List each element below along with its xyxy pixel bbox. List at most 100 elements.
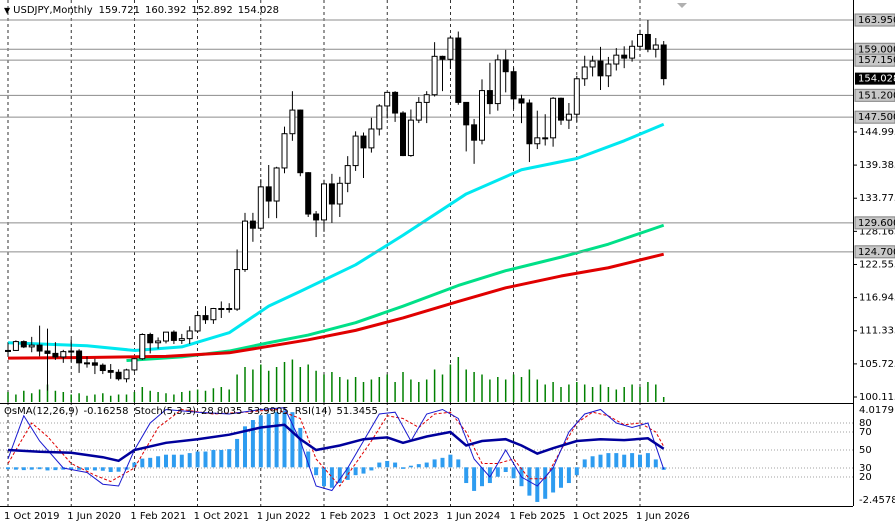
candle-body (447, 37, 454, 60)
candle-body (305, 172, 312, 215)
osma-bar (100, 467, 105, 471)
candle-body (281, 133, 288, 169)
volume-bar (315, 370, 317, 402)
candle-body (107, 370, 114, 373)
candle-body (352, 135, 359, 167)
osma-bar (408, 465, 413, 468)
candle-body (36, 344, 43, 352)
moving-average (7, 252, 665, 360)
candle-body (368, 128, 375, 149)
indicator-level-label: 70 (859, 427, 872, 438)
candle-body (605, 63, 612, 77)
x-tick-label: 1 Oct 2021 (194, 511, 249, 522)
candle-body (423, 94, 430, 103)
x-tick-label: 1 Jun 2026 (636, 511, 690, 522)
volume-bar (86, 395, 88, 402)
volume-bar (378, 377, 381, 402)
candle-body (542, 137, 549, 140)
y-tick-label: 105.725 (859, 359, 895, 370)
volume-bar (552, 382, 554, 402)
osma-bar (480, 467, 484, 487)
volume-bar (599, 384, 602, 402)
candle-body (581, 66, 588, 80)
candle-body (218, 308, 225, 311)
osma-bar (187, 453, 192, 468)
volume-bar (62, 392, 65, 402)
candle-body (249, 220, 256, 229)
osma-bar (582, 459, 587, 468)
candle-body (99, 364, 106, 372)
level-label: 157.150 (858, 55, 895, 66)
candle-body (384, 91, 391, 107)
y-tick-label: 122.555 (859, 259, 895, 270)
candle-body (471, 124, 478, 141)
candle-body (431, 55, 438, 96)
volume-bar (662, 397, 665, 402)
osma-bar (266, 413, 271, 468)
osma-bar (21, 467, 26, 471)
candle-body (234, 269, 241, 310)
volume-bar (394, 382, 396, 402)
osma-bar (456, 459, 461, 468)
volume-bar (299, 367, 302, 402)
volume-bar (30, 393, 33, 402)
volume-bar (38, 389, 41, 402)
volume-bar (410, 379, 412, 402)
candle-body (297, 109, 304, 174)
osma-bar (614, 453, 619, 468)
osma-bar (551, 467, 556, 493)
candle-body (289, 109, 296, 135)
osma-bar (77, 467, 82, 470)
osma-bar (416, 464, 421, 468)
shift-marker (677, 3, 687, 8)
volume-bar (165, 393, 167, 402)
volume-bar (402, 372, 404, 402)
volume-bar (489, 379, 491, 402)
candle-body (589, 60, 596, 68)
volume-bar (275, 367, 278, 402)
volume-bar (307, 364, 309, 402)
osma-bar (337, 467, 342, 484)
candle-body (163, 331, 169, 342)
osma-bar (6, 467, 10, 470)
volume-bar (623, 387, 625, 402)
osma-bar (345, 467, 350, 480)
candle-body (147, 333, 154, 344)
osma-value: -0.16258 (84, 406, 129, 417)
volume-bar (23, 390, 25, 402)
candle-body (344, 165, 351, 184)
candle-body (565, 113, 572, 121)
volume-bar (346, 379, 349, 402)
osma-bar (448, 454, 453, 468)
osma-bar (45, 467, 50, 471)
candle-body (115, 371, 122, 380)
osma-bar (227, 449, 232, 468)
candle-body (76, 350, 83, 364)
candle-body (5, 349, 11, 352)
osma-bar (622, 454, 627, 468)
volume-bar (615, 389, 618, 402)
candle-body (273, 167, 280, 202)
candle-body (597, 60, 604, 77)
osma-bar (243, 426, 247, 468)
candle-body (139, 333, 146, 360)
volume-bar (425, 379, 428, 402)
candle-body (660, 44, 667, 80)
osma-bar (179, 454, 184, 468)
osma-bar (401, 467, 405, 469)
osma-bar (361, 467, 366, 474)
level-label: 129.600 (858, 218, 895, 229)
volume-bar (647, 382, 649, 402)
x-tick-label: 1 Oct 2025 (573, 511, 628, 522)
candle-body (210, 308, 217, 321)
volume-bar (196, 389, 199, 402)
indicator-level-label: 80 (859, 418, 872, 429)
indicator-header: OsMA(12,26,9) -0.16258 Stoch(5,3,3) 28.8035… (4, 406, 378, 417)
stoch-signal-value: 53.9905 (247, 406, 288, 417)
x-tick-label: 1 Feb 2025 (510, 511, 566, 522)
osma-bar (645, 453, 650, 468)
osma-bar (69, 467, 74, 470)
osma-bar (511, 467, 516, 479)
